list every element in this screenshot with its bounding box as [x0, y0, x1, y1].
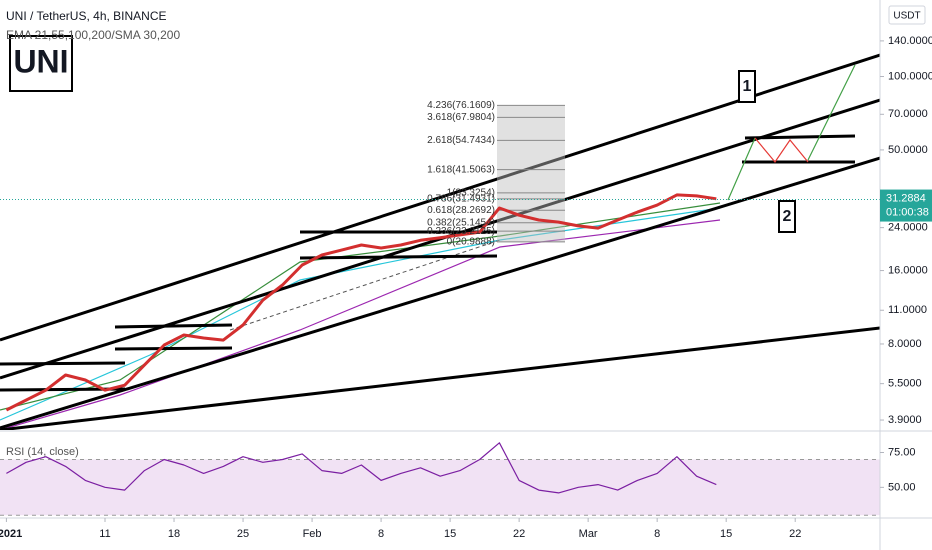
logo: UNI	[13, 43, 68, 79]
annotation: 2	[783, 208, 792, 225]
fib-label: 0(20.9888)	[447, 236, 495, 247]
x-tick-label: 2021	[0, 528, 22, 540]
range-line	[299, 254, 498, 260]
fib-label: 2.618(54.7434)	[427, 135, 495, 146]
series-line	[6, 442, 717, 494]
range-line	[0, 361, 126, 366]
currency: USDT	[893, 11, 920, 22]
projection-zigzag	[754, 137, 809, 163]
y-tick-label: 100.0000	[888, 70, 932, 82]
x-tick-label: 15	[720, 528, 732, 540]
rsi-band	[0, 459, 880, 516]
y-tick-label: 75.00	[888, 446, 916, 458]
fib-label: 3.618(67.9804)	[427, 112, 495, 123]
range-line	[114, 346, 233, 351]
countdown: 01:00:38	[886, 206, 929, 218]
x-tick-label: Feb	[303, 528, 322, 540]
y-tick-label: 11.0000	[888, 304, 927, 316]
fib-label: 0.786(31.4931)	[427, 194, 495, 205]
x-tick-label: 18	[168, 528, 180, 540]
y-tick-label: 24.0000	[888, 222, 928, 234]
x-tick-label: 22	[513, 528, 525, 540]
fib-label: 1(33.3254)	[447, 188, 495, 199]
y-tick-label: 8.0000	[888, 338, 922, 350]
rsi-pane	[0, 442, 880, 516]
y-tick-label: 50.00	[888, 481, 916, 493]
y-tick-label: 70.0000	[888, 108, 928, 120]
trend-line	[0, 156, 880, 430]
x-tick-label: 8	[378, 528, 384, 540]
y-tick-label: 3.9000	[888, 414, 922, 426]
range-line	[114, 323, 233, 329]
last-price-box	[880, 189, 932, 222]
x-tick-label: 22	[789, 528, 801, 540]
range-line	[744, 134, 856, 140]
x-tick-label: 11	[99, 528, 110, 540]
y-tick-label: 5.5000	[888, 378, 922, 390]
annotation: 1	[743, 78, 752, 95]
logo-box	[9, 35, 73, 92]
y-tick-label: 50.0000	[888, 144, 928, 156]
annotation-box	[778, 200, 796, 233]
rsi-title: RSI (14, close)	[6, 446, 79, 458]
projection-arrow	[727, 64, 856, 201]
last-price-label: 31.2884	[886, 192, 926, 204]
annotation-box	[738, 70, 756, 103]
series-line	[5, 193, 717, 412]
fib-label: 0.236(23.2125)	[427, 226, 495, 237]
ema-line	[0, 207, 721, 421]
chart-title: UNI / TetherUS, 4h, BINANCE	[6, 9, 167, 23]
dashed-line	[229, 239, 501, 331]
indicator-legend: EMA 21,55,100,200/SMA 30,200	[6, 28, 180, 42]
y-tick-label: 16.0000	[888, 264, 928, 276]
fib-label: 1.618(41.5063)	[427, 164, 495, 175]
fib-label: 0.382(25.1454)	[427, 217, 495, 228]
currency-box[interactable]	[888, 5, 926, 25]
x-tick-label: Mar	[579, 528, 598, 540]
x-tick-label: 25	[237, 528, 249, 540]
trend-line	[0, 326, 880, 430]
price-pane	[0, 53, 880, 430]
trend-line	[0, 53, 880, 342]
y-tick-label: 140.0000	[888, 35, 932, 47]
fib-label: 4.236(76.1609)	[427, 100, 495, 111]
x-tick-label: 8	[654, 528, 660, 540]
fib-label: 0.618(28.2692)	[427, 205, 495, 216]
x-tick-label: 15	[444, 528, 456, 540]
sma-line	[0, 219, 721, 430]
